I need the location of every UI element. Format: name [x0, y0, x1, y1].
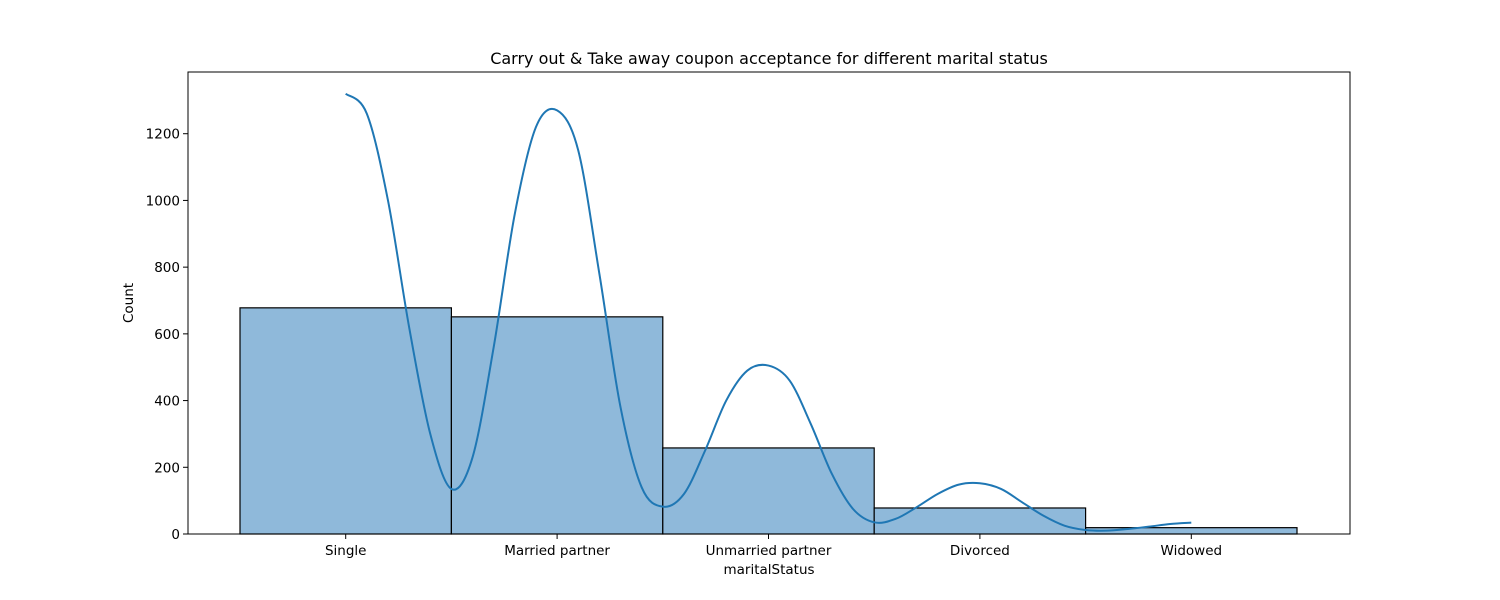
x-tick-label: Divorced: [950, 543, 1010, 559]
x-tick-label: Unmarried partner: [706, 543, 832, 559]
y-tick-label: 0: [171, 527, 180, 543]
kde-line: [345, 92, 1192, 532]
kde-layer: [345, 92, 1192, 532]
x-axis: Single Married partner Unmarried partner Di…: [325, 534, 1222, 559]
chart-title: Carry out & Take away coupon acceptance …: [490, 49, 1048, 68]
y-tick-label: 600: [154, 327, 180, 343]
y-tick-label: 200: [154, 460, 180, 476]
y-tick-label: 400: [154, 394, 180, 410]
y-tick-label: 800: [154, 260, 180, 276]
x-tick-label: Widowed: [1161, 543, 1223, 559]
y-tick-label: 1000: [146, 193, 180, 209]
bar-single: [239, 307, 452, 535]
bar-unmarried-partner: [662, 447, 875, 535]
x-tick-label: Married partner: [504, 543, 610, 559]
bars-layer: [239, 307, 1298, 535]
x-tick-label: Single: [325, 543, 367, 559]
bar-married-partner: [450, 316, 664, 535]
x-axis-label: maritalStatus: [723, 562, 814, 578]
y-tick-label: 1200: [146, 127, 180, 143]
y-axis: 0 200 400 600 800 1000 1200: [146, 127, 188, 543]
y-axis-label: Count: [121, 283, 137, 323]
